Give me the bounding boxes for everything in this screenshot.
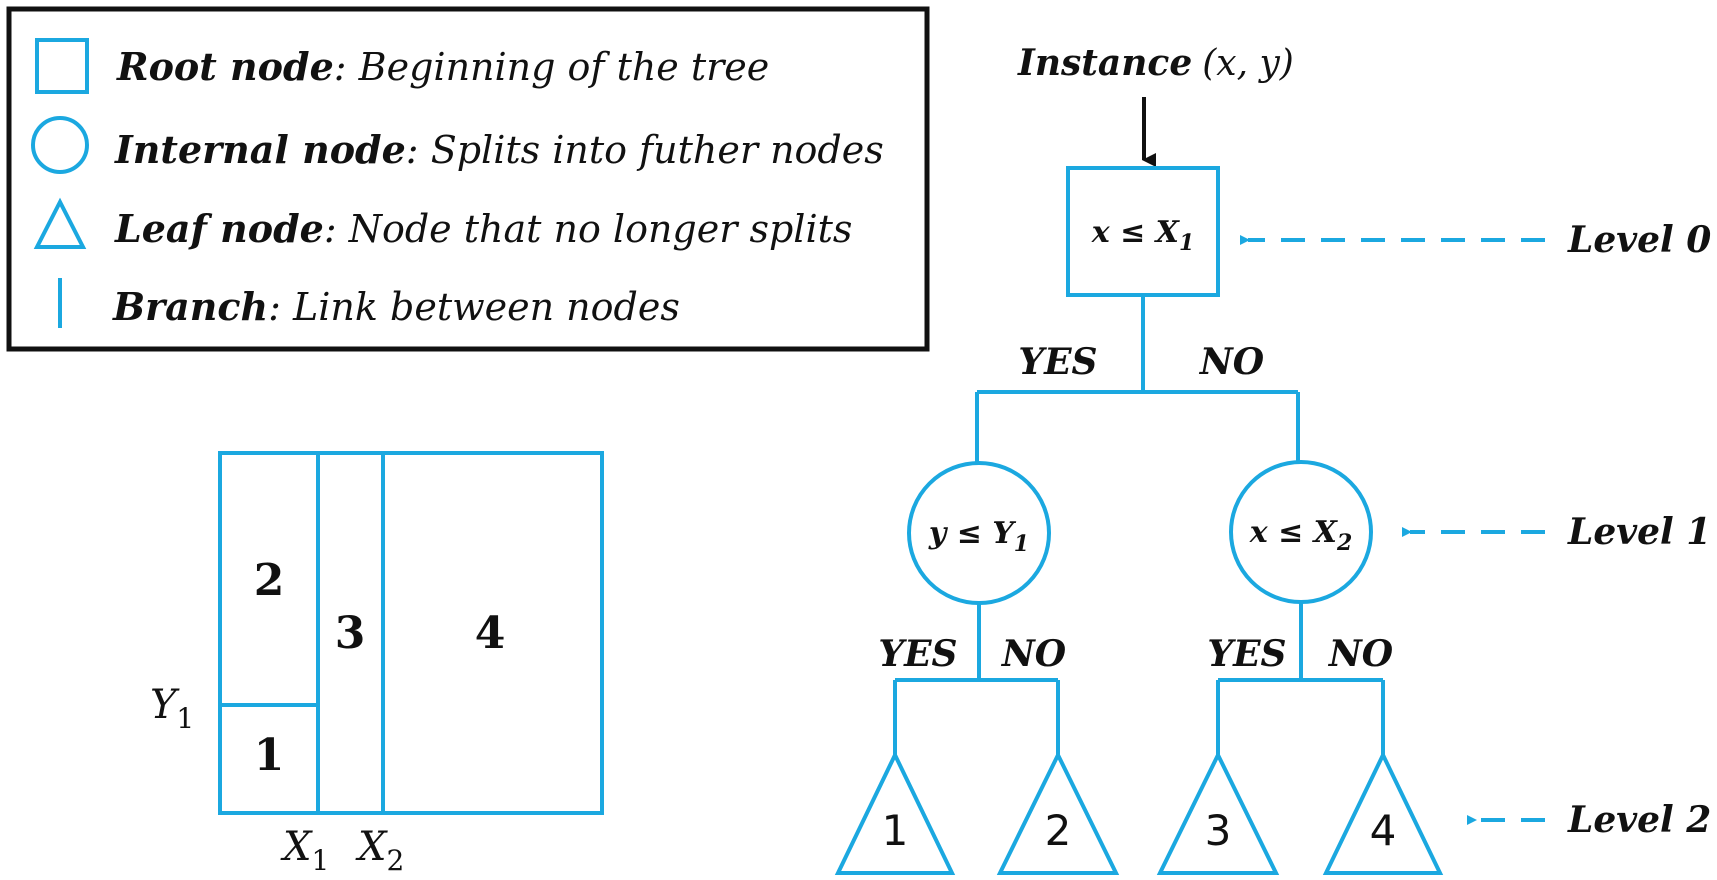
internal-node-icon bbox=[31, 116, 89, 174]
legend-root: Root node: Beginning of the tree bbox=[116, 44, 769, 89]
root-yes-label: YES bbox=[1018, 341, 1097, 383]
root-node-icon bbox=[35, 38, 89, 94]
decision-tree: Instance (x, y) x ≤ X1 YES NO y ≤ Y1 x ≤ … bbox=[834, 42, 1711, 875]
leaf-4-label: 4 bbox=[1370, 806, 1397, 855]
right-condition: x ≤ X2 bbox=[1249, 515, 1353, 556]
legend-border bbox=[6, 6, 930, 352]
left-no-label: NO bbox=[1001, 633, 1067, 675]
legend-leaf: Leaf node: Node that no longer splits bbox=[114, 206, 852, 251]
left-condition: y ≤ Y1 bbox=[928, 516, 1029, 557]
level-1-label: Level 1 bbox=[1567, 511, 1711, 553]
legend-root-desc: Beginning of the tree bbox=[358, 45, 770, 89]
legend-branch: Branch: Link between nodes bbox=[112, 284, 680, 329]
level-2-label: Level 2 bbox=[1567, 799, 1711, 841]
axis-x1-label: X1 bbox=[280, 824, 329, 877]
instance-label: Instance (x, y) bbox=[1017, 42, 1294, 84]
legend-branch-label: Branch bbox=[112, 284, 268, 329]
axis-x2-label: X2 bbox=[355, 824, 404, 877]
left-yes-label: YES bbox=[878, 633, 957, 675]
right-yes-label: YES bbox=[1207, 633, 1286, 675]
region-3: 3 bbox=[335, 608, 366, 659]
legend-root-label: Root node bbox=[116, 44, 334, 89]
leaf-2-label: 2 bbox=[1045, 806, 1072, 855]
legend: Root node: Beginning of the tree Interna… bbox=[6, 6, 930, 352]
legend-internal-desc: Splits into futher nodes bbox=[431, 128, 884, 172]
leaf-node-3 bbox=[1156, 750, 1280, 875]
region-2: 2 bbox=[254, 555, 285, 606]
leaf-3-label: 3 bbox=[1205, 806, 1232, 855]
leaf-node-1 bbox=[834, 750, 956, 875]
legend-internal: Internal node: Splits into futher nodes bbox=[114, 127, 884, 172]
right-no-label: NO bbox=[1328, 633, 1394, 675]
leaf-node-4 bbox=[1322, 750, 1444, 875]
region-4: 4 bbox=[475, 608, 506, 659]
root-condition: x ≤ X1 bbox=[1091, 215, 1195, 256]
axis-y1-label: Y1 bbox=[150, 682, 194, 735]
root-no-label: NO bbox=[1199, 341, 1265, 383]
legend-branch-desc: Link between nodes bbox=[292, 285, 680, 329]
leaf-node-2 bbox=[996, 750, 1120, 875]
partition-diagram: 2 1 3 4 Y1 X1 X2 bbox=[150, 451, 604, 877]
legend-leaf-label: Leaf node bbox=[114, 206, 324, 251]
leaf-1-label: 1 bbox=[882, 806, 909, 855]
leaf-node-icon bbox=[33, 197, 87, 249]
legend-internal-label: Internal node bbox=[114, 127, 406, 172]
level-0-label: Level 0 bbox=[1567, 219, 1711, 261]
region-1: 1 bbox=[254, 730, 285, 781]
legend-leaf-desc: Node that no longer splits bbox=[348, 207, 853, 251]
partition-frame bbox=[218, 451, 604, 815]
